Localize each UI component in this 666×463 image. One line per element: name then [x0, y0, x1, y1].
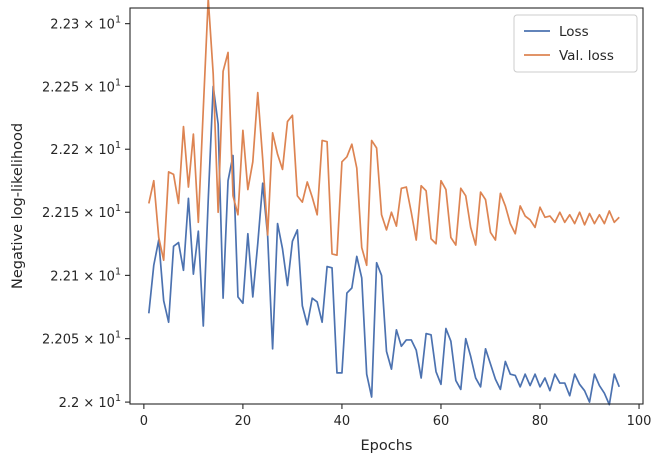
y-tick-label: 2.225 × 101 [42, 77, 121, 95]
y-tick-label: 2.205 × 101 [42, 330, 121, 348]
y-axis-title: Negative log-likelihood [10, 123, 26, 289]
series-line-0 [147, 85, 621, 406]
x-tick-label: 60 [433, 414, 450, 429]
x-tick-label: 40 [334, 414, 351, 429]
y-tick-label: 2.22 × 101 [50, 140, 121, 158]
y-tick-label: 2.23 × 101 [50, 15, 121, 33]
legend-label-1: Val. loss [559, 48, 614, 64]
x-axis-ticks: 0 20 40 60 80 100 [140, 404, 652, 429]
x-tick-label: 20 [235, 414, 252, 429]
plot-frame [129, 7, 644, 405]
legend-box [513, 14, 638, 73]
legend: Loss Val. loss [513, 14, 638, 73]
y-tick-label: 2.215 × 101 [42, 203, 121, 221]
y-tick-label: 2.21 × 101 [50, 266, 121, 284]
y-axis-ticks: 2.2 × 101 2.205 × 101 2.21 × 101 2.215 × 10… [42, 15, 130, 411]
x-tick-label: 80 [532, 414, 549, 429]
x-tick-label: 100 [627, 414, 652, 429]
series-layer [147, 0, 621, 406]
x-tick-label: 0 [140, 414, 148, 429]
legend-label-0: Loss [559, 24, 589, 40]
x-axis-title: Epochs [361, 438, 413, 454]
y-tick-label: 2.2 × 101 [59, 393, 121, 411]
series-line-1 [147, 0, 620, 267]
